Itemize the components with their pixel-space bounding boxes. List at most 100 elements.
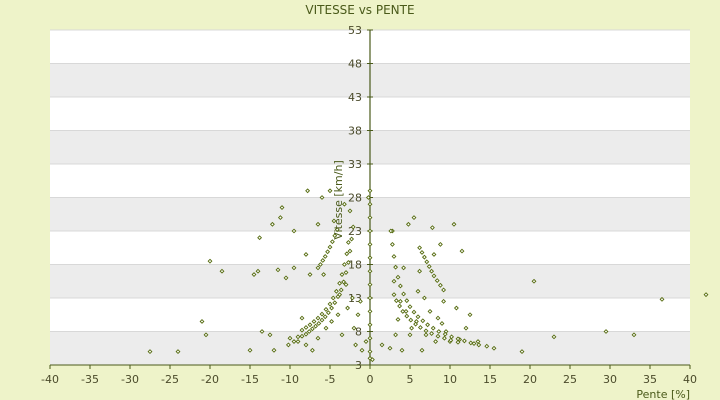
y-tick-label: 23 bbox=[348, 225, 362, 238]
data-point bbox=[327, 244, 333, 250]
data-point bbox=[299, 333, 305, 339]
data-point bbox=[423, 328, 429, 334]
data-point bbox=[367, 215, 373, 221]
x-tick-label: -35 bbox=[81, 373, 99, 386]
data-point bbox=[199, 319, 205, 324]
x-tick-label: 20 bbox=[523, 373, 537, 386]
data-point bbox=[430, 325, 436, 331]
data-point bbox=[367, 349, 373, 355]
y-tick-label: 48 bbox=[348, 58, 362, 71]
data-point bbox=[315, 221, 321, 227]
data-point bbox=[219, 268, 225, 274]
data-point bbox=[411, 309, 417, 315]
data-point bbox=[259, 329, 265, 334]
data-point bbox=[271, 347, 277, 353]
data-point bbox=[531, 278, 537, 284]
data-point bbox=[367, 322, 373, 328]
data-point bbox=[363, 339, 369, 344]
data-point bbox=[329, 319, 335, 324]
data-point bbox=[431, 273, 437, 279]
data-point bbox=[400, 308, 406, 314]
data-point bbox=[367, 335, 373, 341]
data-point bbox=[329, 239, 335, 245]
data-point bbox=[379, 342, 385, 348]
data-point bbox=[451, 221, 457, 227]
data-point bbox=[389, 241, 395, 247]
data-point bbox=[391, 292, 397, 298]
data-point bbox=[319, 195, 325, 200]
y-axis-label: Vitesse [km/h] bbox=[332, 160, 345, 240]
data-point bbox=[307, 322, 313, 328]
y-tick-label: 33 bbox=[348, 158, 362, 171]
data-point bbox=[332, 233, 338, 239]
data-point bbox=[433, 339, 439, 344]
data-point bbox=[343, 282, 349, 288]
data-point bbox=[333, 288, 339, 294]
data-point bbox=[353, 342, 359, 348]
data-point bbox=[283, 275, 289, 281]
data-point bbox=[269, 221, 275, 227]
data-point bbox=[303, 252, 309, 257]
data-point bbox=[631, 332, 637, 338]
data-point bbox=[367, 241, 373, 247]
data-point bbox=[287, 335, 293, 341]
data-point bbox=[431, 252, 437, 257]
data-point bbox=[349, 236, 355, 242]
data-point bbox=[306, 329, 312, 334]
data-point bbox=[426, 264, 432, 269]
data-point bbox=[436, 329, 442, 334]
data-point bbox=[404, 298, 410, 304]
data-point bbox=[408, 317, 414, 323]
x-tick-label: 30 bbox=[603, 373, 617, 386]
data-points bbox=[147, 188, 709, 363]
data-point bbox=[351, 325, 357, 331]
data-point bbox=[320, 258, 326, 263]
data-point bbox=[311, 319, 317, 324]
data-point bbox=[455, 339, 461, 345]
data-point bbox=[434, 278, 440, 284]
data-point bbox=[393, 298, 399, 304]
data-point bbox=[277, 215, 283, 221]
data-point bbox=[344, 251, 350, 257]
data-point bbox=[334, 227, 340, 233]
data-point bbox=[338, 287, 344, 293]
data-point bbox=[437, 282, 443, 288]
data-point bbox=[423, 332, 429, 338]
data-point bbox=[319, 317, 325, 323]
data-point bbox=[603, 329, 609, 334]
data-point bbox=[369, 357, 375, 363]
data-point bbox=[299, 327, 305, 333]
data-point bbox=[461, 338, 467, 344]
data-point bbox=[317, 262, 323, 267]
data-point bbox=[357, 298, 363, 304]
x-tick-label: 40 bbox=[683, 373, 697, 386]
y-tick-label: 38 bbox=[348, 125, 362, 138]
data-point bbox=[309, 326, 315, 332]
x-tick-label: 5 bbox=[407, 373, 414, 386]
data-point bbox=[429, 225, 435, 231]
data-point bbox=[365, 195, 371, 200]
data-point bbox=[435, 333, 441, 339]
data-point bbox=[325, 310, 331, 316]
data-point bbox=[399, 347, 405, 353]
data-point bbox=[319, 311, 325, 317]
y-tick-label: 53 bbox=[348, 24, 362, 37]
data-point bbox=[323, 325, 329, 331]
data-point bbox=[463, 325, 469, 331]
data-point bbox=[207, 258, 213, 264]
data-point bbox=[367, 295, 373, 301]
data-point bbox=[279, 205, 285, 210]
y-tick-label: 43 bbox=[348, 91, 362, 104]
x-tick-label: -10 bbox=[281, 373, 299, 386]
data-point bbox=[315, 265, 321, 271]
data-point bbox=[367, 308, 373, 314]
x-tick-label: -40 bbox=[41, 373, 59, 386]
data-point bbox=[659, 296, 665, 302]
data-point bbox=[341, 262, 347, 267]
data-point bbox=[345, 239, 351, 245]
data-point bbox=[424, 259, 430, 265]
data-point bbox=[345, 305, 351, 311]
data-point bbox=[255, 268, 261, 274]
data-point bbox=[349, 295, 355, 301]
